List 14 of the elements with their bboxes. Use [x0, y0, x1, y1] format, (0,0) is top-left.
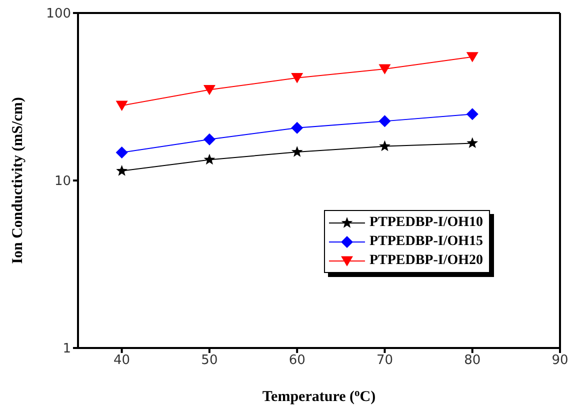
x-tick-label: 60: [288, 353, 306, 368]
y-axis-title: Ion Conductivity (mS/cm): [10, 97, 26, 264]
x-tick-label: 40: [114, 353, 130, 368]
x-tick-label: 70: [376, 353, 393, 368]
x-tick-label: 90: [552, 353, 568, 368]
x-axis-title: Temperature ($^{o}$C): [262, 388, 376, 405]
y-tick-label: 1: [62, 342, 71, 357]
legend-label: PTPEDBP-I/OH15: [369, 234, 483, 250]
x-tick-label: 50: [201, 353, 218, 368]
y-tick-label: 10: [54, 174, 71, 190]
legend-label: PTPEDBP-I/OH20: [369, 252, 483, 268]
x-tick-label: 80: [464, 353, 481, 368]
legend-label: PTPEDBP-I/OH10: [369, 214, 483, 230]
y-tick-label: 100: [46, 6, 71, 22]
